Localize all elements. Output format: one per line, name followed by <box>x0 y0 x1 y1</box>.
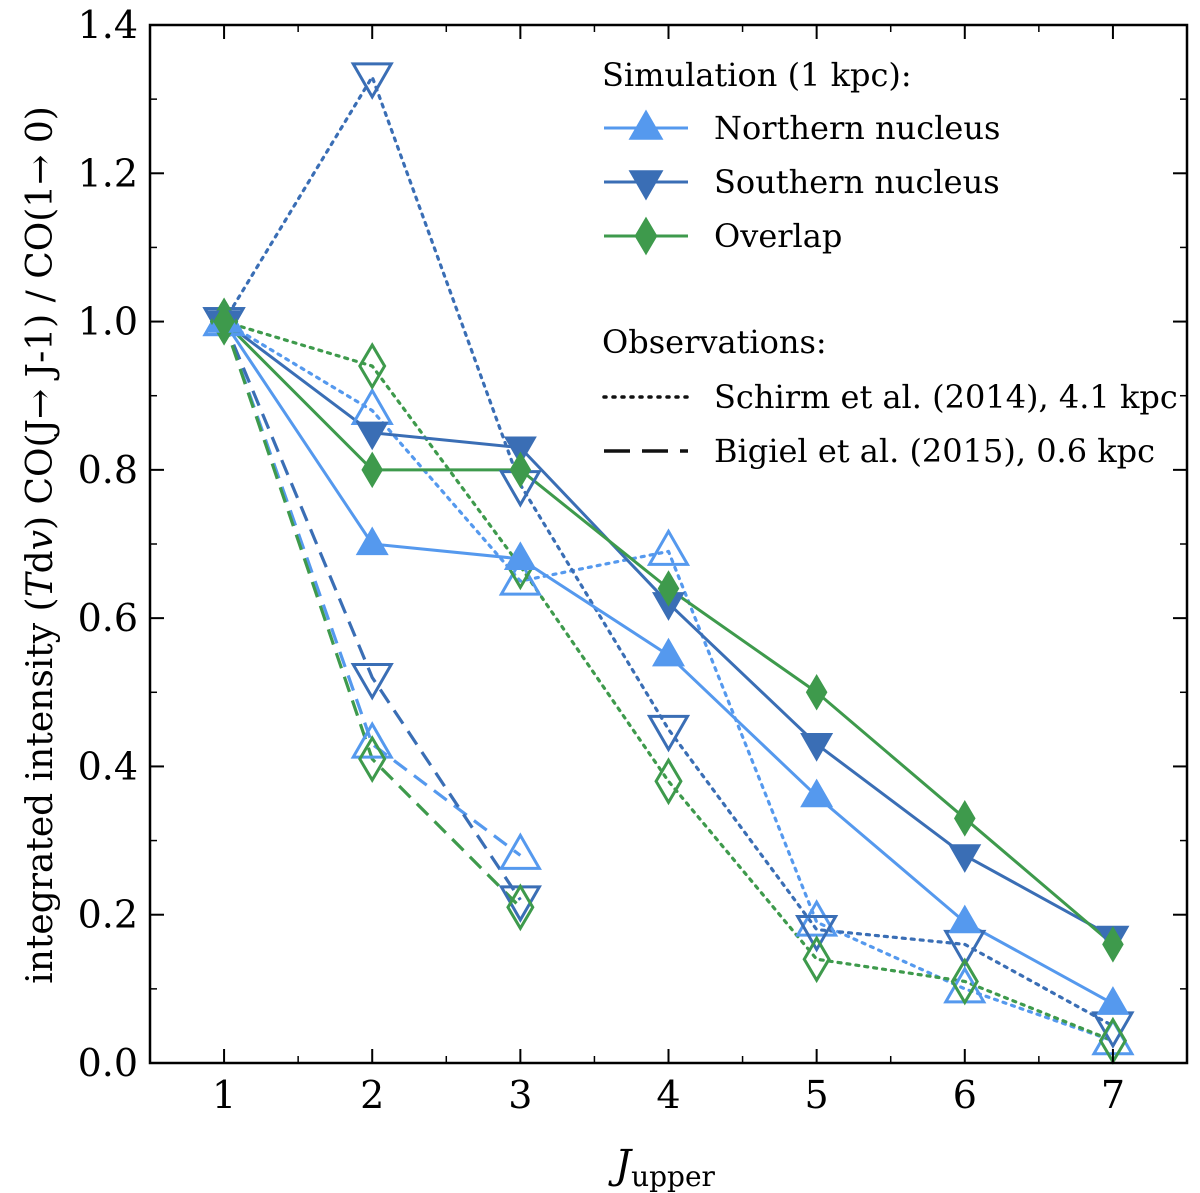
data-point <box>646 528 691 566</box>
data-point <box>950 957 979 1006</box>
y-tick-label: 0.8 <box>78 448 138 492</box>
data-point <box>350 62 394 100</box>
legend-label: Bigiel et al. (2015), 0.6 kpc <box>714 432 1155 470</box>
legend-title-simulation: Simulation (1 kpc): <box>602 56 912 94</box>
legend-observation-entries: Schirm et al. (2014), 4.1 kpc Bigiel et a… <box>602 378 1178 470</box>
plot-markers <box>202 62 1135 1065</box>
data-point <box>1102 926 1124 963</box>
y-tick-label: 0.2 <box>78 893 138 937</box>
x-tick-label: 3 <box>508 1073 532 1117</box>
legend-label: Northern nucleus <box>714 109 1000 147</box>
y-tick-label: 1.4 <box>78 3 138 47</box>
series-line <box>222 75 1115 1028</box>
data-point <box>800 778 834 808</box>
data-point <box>802 935 831 984</box>
legend-marker <box>628 109 664 140</box>
data-point <box>213 303 235 340</box>
data-point <box>498 558 542 596</box>
legend: Simulation (1 kpc): Northern nucleus Sout… <box>602 56 1178 470</box>
x-tick-label: 1 <box>212 1073 236 1117</box>
data-point <box>503 541 537 570</box>
x-tick-label: 4 <box>656 1073 680 1117</box>
legend-simulation-entries: Northern nucleus Southern nucleus Overlap <box>604 109 1000 256</box>
legend-marker <box>628 170 664 201</box>
y-tick-label: 0.6 <box>78 596 138 640</box>
data-point <box>358 342 387 391</box>
plot-lines <box>222 75 1115 1043</box>
y-tick-label: 0.0 <box>78 1041 138 1085</box>
y-tick-label: 1.0 <box>78 300 138 344</box>
data-point <box>948 904 982 934</box>
data-point <box>358 735 387 783</box>
data-point <box>654 757 683 806</box>
legend-marker <box>634 216 658 256</box>
legend-label: Schirm et al. (2014), 4.1 kpc <box>714 378 1178 416</box>
axis-ticks <box>150 24 1187 1064</box>
data-point <box>506 883 535 932</box>
legend-label: Overlap <box>714 217 842 255</box>
x-tick-label: 2 <box>360 1073 384 1117</box>
series-line <box>222 319 1115 1043</box>
data-point <box>657 570 680 607</box>
x-tick-label: 7 <box>1101 1073 1125 1117</box>
data-point <box>953 800 976 837</box>
data-point <box>652 637 685 667</box>
tick-labels: 1 2 3 4 5 6 7 0.0 0.2 0.4 0.6 0.8 1.0 1.2 1.4 <box>78 3 1125 1117</box>
y-tick-label: 1.2 <box>78 151 138 195</box>
data-point <box>795 915 839 953</box>
x-tick-label: 5 <box>805 1073 829 1117</box>
y-tick-label: 0.4 <box>78 744 138 788</box>
data-point <box>350 387 394 426</box>
series-line <box>222 320 522 901</box>
legend-title-observations: Observations: <box>602 323 827 361</box>
data-point <box>1096 986 1130 1015</box>
data-point <box>943 965 987 1004</box>
series-line <box>222 321 522 857</box>
data-point <box>350 721 394 759</box>
data-point <box>498 832 542 870</box>
x-axis-label: Jupper <box>608 1142 715 1193</box>
x-tick-label: 6 <box>953 1073 977 1117</box>
data-point <box>355 526 389 556</box>
legend-label: Southern nucleus <box>714 163 1000 201</box>
series-line <box>222 321 522 909</box>
data-point <box>805 674 828 711</box>
data-point <box>646 714 691 753</box>
data-point <box>503 436 537 466</box>
data-point <box>509 451 532 489</box>
data-point <box>800 733 834 762</box>
data-point <box>795 899 839 937</box>
data-point <box>355 421 389 451</box>
data-point <box>361 451 384 489</box>
data-point <box>948 844 982 873</box>
series-line <box>222 319 1115 1043</box>
y-axis-label: integrated intensity (Tdv) CO(J→ J-1) / … <box>20 106 61 984</box>
data-point <box>350 662 394 701</box>
